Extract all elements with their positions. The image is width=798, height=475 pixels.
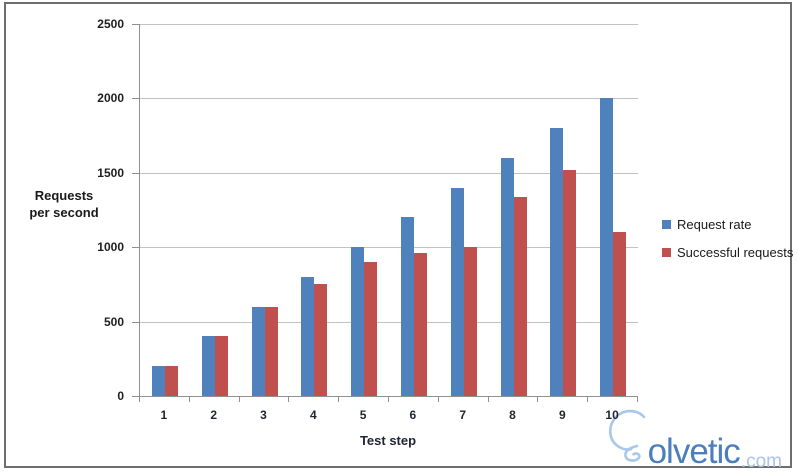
- x-tick-mark-5: [388, 397, 389, 402]
- bar-successful-requests-step-9: [563, 169, 577, 396]
- legend-swatch-request-rate-icon: [662, 220, 671, 229]
- gridline-2500: [140, 24, 638, 25]
- y-tick-mark-500: [132, 321, 139, 323]
- bar-request-rate-step-4: [301, 276, 315, 396]
- bar-request-rate-step-9: [550, 128, 564, 396]
- x-tick-mark-10: [637, 397, 638, 402]
- y-tick-mark-1000: [132, 247, 139, 249]
- gridline-1500: [140, 172, 638, 174]
- y-axis-title-line2: per second: [29, 205, 99, 220]
- x-tick-mark-0: [139, 397, 140, 402]
- y-axis-title-line1: Requests: [34, 188, 94, 203]
- bar-successful-requests-step-3: [264, 306, 278, 396]
- bar-request-rate-step-6: [400, 217, 414, 396]
- x-tick-mark-3: [288, 397, 289, 402]
- chart-frame: Requests per second Test step Request ra…: [4, 2, 793, 471]
- bar-request-rate-step-3: [251, 306, 265, 396]
- bar-successful-requests-step-2: [214, 336, 228, 396]
- y-tick-mark-0: [132, 396, 139, 397]
- logo-text: olvetic: [647, 432, 741, 471]
- x-tick-mark-8: [537, 397, 538, 402]
- y-tick-label-0: 0: [117, 389, 124, 403]
- y-tick-label-2500: 2500: [97, 17, 124, 31]
- x-tick-label-6: 6: [409, 408, 417, 422]
- y-axis-title: Requests per second: [14, 187, 114, 221]
- gridline-500: [140, 321, 638, 323]
- bar-successful-requests-step-6: [413, 253, 427, 396]
- y-tick-mark-2000: [132, 98, 139, 100]
- bar-successful-requests-step-4: [314, 284, 328, 396]
- bar-successful-requests-step-7: [463, 247, 477, 396]
- bar-successful-requests-step-10: [613, 232, 627, 396]
- bar-request-rate-step-5: [351, 247, 365, 396]
- x-tick-label-3: 3: [260, 408, 267, 422]
- y-tick-label-500: 500: [103, 314, 124, 329]
- x-tick-mark-2: [239, 397, 240, 402]
- x-tick-mark-9: [587, 397, 588, 402]
- bar-request-rate-step-7: [450, 187, 464, 396]
- legend-label-successful-requests: Successful requests: [677, 245, 794, 260]
- logo-suffix: .com: [740, 451, 782, 472]
- lightbulb-icon: [608, 409, 645, 462]
- bar-request-rate-step-1: [151, 366, 165, 396]
- x-axis-title: Test step: [359, 433, 417, 448]
- x-tick-label-10: 10: [605, 408, 619, 422]
- y-tick-label-1000: 1000: [97, 240, 124, 255]
- legend-item-request-rate: Request rate: [662, 217, 793, 232]
- x-tick-label-2: 2: [210, 408, 218, 422]
- y-tick-label-2000: 2000: [97, 91, 124, 106]
- bar-successful-requests-step-8: [513, 196, 527, 396]
- x-tick-label-8: 8: [509, 408, 516, 422]
- legend: Request rate Successful requests: [662, 217, 793, 273]
- gridline-2000: [140, 98, 638, 100]
- bar-successful-requests-step-5: [364, 262, 378, 396]
- y-tick-label-1500: 1500: [97, 165, 124, 180]
- legend-swatch-successful-requests-icon: [662, 248, 671, 257]
- x-tick-mark-4: [338, 397, 339, 402]
- y-tick-mark-1500: [132, 172, 139, 174]
- x-tick-mark-6: [438, 397, 439, 402]
- bar-request-rate-step-2: [201, 336, 215, 396]
- x-tick-label-5: 5: [359, 408, 367, 422]
- legend-label-request-rate: Request rate: [677, 217, 752, 232]
- solvetic-logo: olvetic .com: [606, 406, 782, 471]
- x-tick-label-7: 7: [459, 408, 467, 422]
- bar-request-rate-step-8: [500, 157, 514, 396]
- x-tick-label-4: 4: [309, 408, 317, 422]
- bar-request-rate-step-10: [600, 98, 614, 396]
- x-tick-mark-7: [488, 397, 489, 402]
- x-tick-label-9: 9: [558, 408, 566, 422]
- gridline-1000: [140, 247, 638, 249]
- x-tick-label-1: 1: [160, 408, 168, 422]
- y-tick-mark-2500: [132, 24, 139, 25]
- x-tick-mark-1: [189, 397, 190, 402]
- plot-area: [139, 24, 638, 397]
- bar-successful-requests-step-1: [164, 366, 178, 396]
- legend-item-successful-requests: Successful requests: [662, 245, 793, 260]
